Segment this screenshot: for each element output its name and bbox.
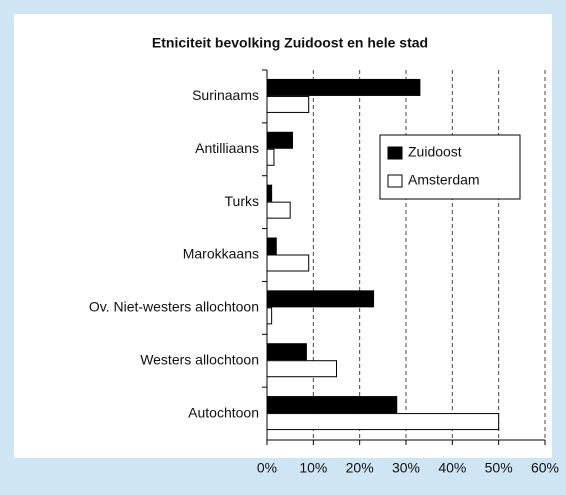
bar (266, 95, 310, 113)
bar (266, 237, 277, 255)
legend-swatch (387, 174, 403, 188)
legend-label: Zuidoost (408, 144, 462, 160)
bar (266, 343, 307, 361)
x-tick-label: 40% (438, 460, 466, 476)
x-tick-label: 50% (485, 460, 513, 476)
bar (266, 290, 375, 308)
x-tick-label: 30% (392, 460, 420, 476)
legend-box (379, 134, 521, 200)
y-tick-label: Westers allochtoon (140, 351, 259, 367)
bar (266, 360, 337, 378)
bar (266, 78, 421, 96)
x-tick-label: 0% (257, 460, 277, 476)
x-tick-label: 60% (531, 460, 559, 476)
y-tick-label: Marokkaans (183, 246, 259, 262)
bar (266, 254, 310, 272)
bar (266, 307, 273, 325)
y-tick-label: Antilliaans (195, 140, 259, 156)
bar (266, 184, 273, 202)
bar (266, 131, 293, 149)
y-tick-label: Turks (225, 193, 259, 209)
bar (266, 201, 291, 219)
chart-title: Etniciteit bevolking Zuidoost en hele st… (152, 35, 428, 51)
y-tick-label: Ov. Niet-westers allochtoon (89, 299, 259, 315)
x-tick-label: 10% (299, 460, 327, 476)
y-tick-label: Surinaams (192, 87, 259, 103)
legend-swatch (387, 146, 403, 160)
bar (266, 396, 398, 414)
bar (266, 413, 500, 431)
y-tick-label: Autochtoon (188, 404, 259, 420)
x-tick-label: 20% (346, 460, 374, 476)
bar (266, 148, 275, 166)
legend-label: Amsterdam (408, 172, 480, 188)
